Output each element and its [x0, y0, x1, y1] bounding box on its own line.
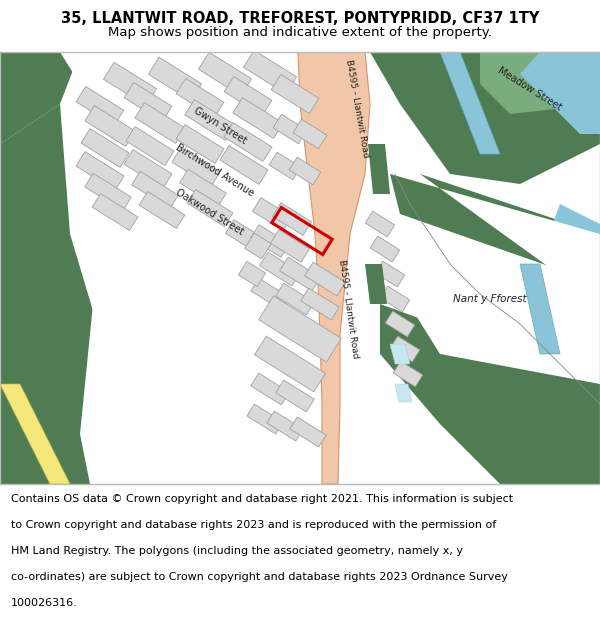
Text: 100026316.: 100026316.: [11, 598, 77, 608]
Polygon shape: [247, 404, 283, 434]
Polygon shape: [0, 424, 90, 484]
Polygon shape: [545, 204, 600, 304]
Polygon shape: [260, 252, 301, 286]
Polygon shape: [380, 286, 410, 312]
Polygon shape: [380, 304, 600, 484]
Polygon shape: [301, 288, 339, 320]
Polygon shape: [390, 214, 600, 384]
Polygon shape: [365, 264, 387, 304]
Polygon shape: [365, 211, 395, 237]
Polygon shape: [0, 104, 120, 484]
Polygon shape: [251, 373, 289, 405]
Text: B4595 - Llantwit Road: B4595 - Llantwit Road: [344, 59, 370, 159]
Polygon shape: [251, 278, 289, 310]
Polygon shape: [135, 102, 185, 143]
Polygon shape: [276, 283, 314, 315]
Polygon shape: [520, 52, 600, 134]
Polygon shape: [280, 257, 320, 291]
Text: 35, LLANTWIT ROAD, TREFOREST, PONTYPRIDD, CF37 1TY: 35, LLANTWIT ROAD, TREFOREST, PONTYPRIDD…: [61, 11, 539, 26]
Polygon shape: [85, 106, 135, 146]
Text: Contains OS data © Crown copyright and database right 2021. This information is : Contains OS data © Crown copyright and d…: [11, 494, 513, 504]
Polygon shape: [76, 152, 124, 191]
Polygon shape: [440, 52, 500, 154]
Text: Nant y Fforest: Nant y Fforest: [453, 294, 527, 304]
Polygon shape: [199, 52, 251, 96]
Polygon shape: [244, 50, 296, 94]
Polygon shape: [103, 62, 157, 106]
Polygon shape: [233, 98, 283, 138]
Polygon shape: [139, 191, 185, 229]
Polygon shape: [520, 264, 560, 354]
Polygon shape: [81, 129, 129, 168]
Polygon shape: [126, 127, 174, 166]
Polygon shape: [368, 144, 390, 194]
Text: to Crown copyright and database rights 2023 and is reproduced with the permissio: to Crown copyright and database rights 2…: [11, 520, 496, 530]
Polygon shape: [276, 380, 314, 412]
Polygon shape: [185, 99, 235, 141]
Polygon shape: [271, 229, 310, 262]
Polygon shape: [226, 219, 265, 253]
Text: B4595 - Llantwit Road: B4595 - Llantwit Road: [337, 259, 359, 359]
Polygon shape: [254, 336, 326, 392]
Text: HM Land Registry. The polygons (including the associated geometry, namely x, y: HM Land Registry. The polygons (includin…: [11, 546, 463, 556]
Text: co-ordinates) are subject to Crown copyright and database rights 2023 Ordnance S: co-ordinates) are subject to Crown copyr…: [11, 572, 508, 582]
Polygon shape: [271, 74, 319, 114]
Polygon shape: [269, 152, 301, 180]
Polygon shape: [272, 202, 311, 236]
Polygon shape: [390, 174, 600, 304]
Polygon shape: [370, 52, 600, 184]
Text: Map shows position and indicative extent of the property.: Map shows position and indicative extent…: [108, 26, 492, 39]
Polygon shape: [480, 52, 600, 114]
Polygon shape: [253, 198, 292, 231]
Polygon shape: [395, 384, 412, 402]
Polygon shape: [385, 311, 415, 337]
Polygon shape: [92, 194, 138, 231]
Text: Oakwood Street: Oakwood Street: [175, 187, 245, 237]
Polygon shape: [148, 58, 202, 101]
Polygon shape: [176, 124, 224, 163]
Polygon shape: [124, 149, 172, 188]
Polygon shape: [370, 236, 400, 262]
Polygon shape: [245, 233, 271, 259]
Polygon shape: [187, 189, 233, 226]
Polygon shape: [60, 52, 340, 484]
Text: Birchwood Avenue: Birchwood Avenue: [174, 142, 256, 198]
Polygon shape: [305, 262, 346, 296]
Polygon shape: [131, 171, 178, 209]
Polygon shape: [290, 417, 326, 447]
Polygon shape: [85, 173, 131, 211]
Polygon shape: [0, 384, 70, 484]
Polygon shape: [238, 261, 266, 287]
Polygon shape: [124, 82, 172, 121]
Polygon shape: [176, 79, 224, 118]
Polygon shape: [259, 296, 341, 362]
Polygon shape: [375, 261, 405, 287]
Polygon shape: [172, 148, 220, 186]
Polygon shape: [298, 52, 370, 484]
Text: Meadow Street: Meadow Street: [496, 66, 564, 112]
Polygon shape: [293, 119, 327, 149]
Polygon shape: [289, 158, 321, 185]
Polygon shape: [220, 146, 268, 184]
Polygon shape: [0, 52, 80, 144]
Polygon shape: [390, 344, 410, 364]
Polygon shape: [179, 169, 226, 207]
Polygon shape: [390, 336, 420, 362]
Polygon shape: [393, 361, 423, 387]
Polygon shape: [273, 114, 307, 144]
Polygon shape: [224, 122, 272, 161]
Text: Gwyn Street: Gwyn Street: [192, 106, 248, 146]
Polygon shape: [76, 86, 124, 126]
Polygon shape: [267, 411, 303, 441]
Polygon shape: [250, 224, 290, 258]
Polygon shape: [390, 174, 600, 304]
Polygon shape: [224, 76, 272, 116]
